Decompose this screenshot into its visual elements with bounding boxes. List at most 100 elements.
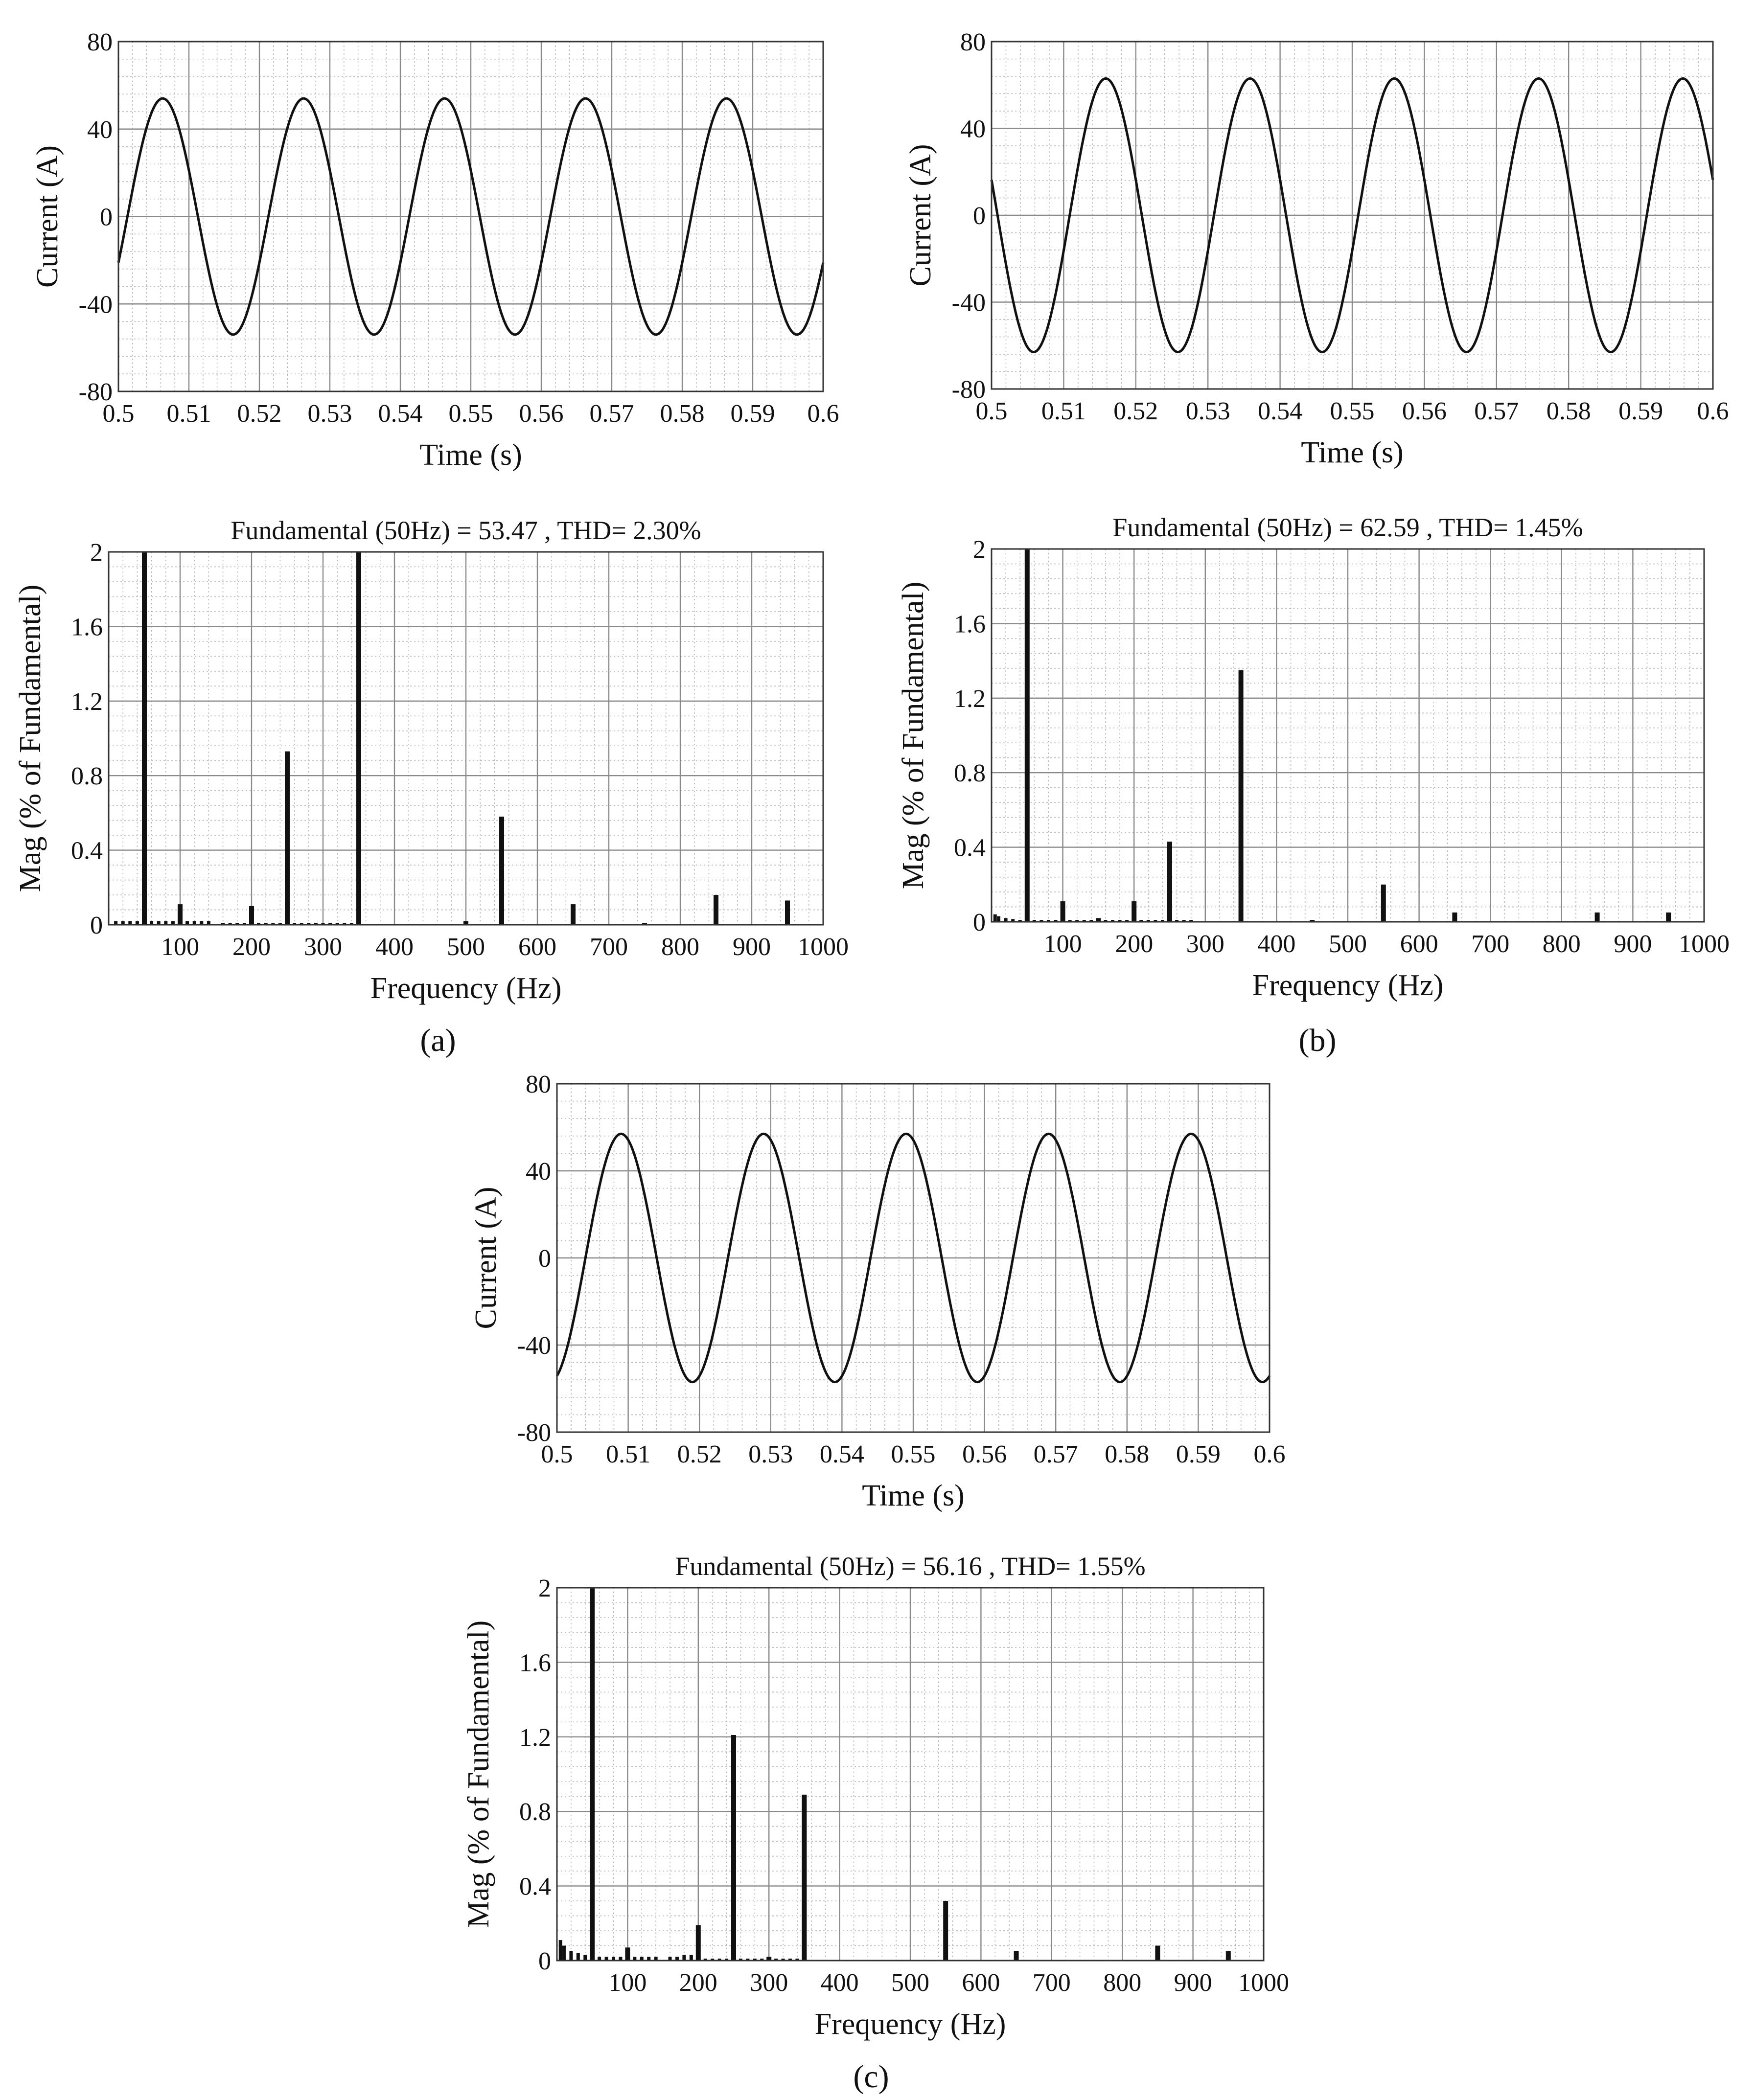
spectrum-bar [943,1901,948,1961]
spectrum-floor-bar [668,1957,672,1961]
spectrum-floor-bar [598,1957,601,1961]
y-tick-label: 80 [526,1071,551,1098]
x-tick-label: 0.54 [820,1440,864,1468]
spectrum-bar [463,921,468,925]
spectrum-floor-bar [278,923,282,925]
spectrum-bar [1666,912,1671,922]
spectrum-bar [731,1735,736,1961]
x-tick-label: 0.53 [308,400,352,428]
spectrum-floor-bar [300,923,303,925]
spectrum-floor-bar [576,1953,580,1961]
y-tick-label: 0 [538,1947,551,1975]
x-tick-label: 0.58 [1547,397,1591,425]
spectrum-floor-bar [271,923,275,925]
spectrum-bar [1452,912,1457,922]
plot-b-waveform-y-axis-title: Current (A) [904,144,937,287]
spectrum-floor-bar [725,1959,729,1961]
spectrum-bar [802,1794,807,1961]
x-tick-label: 0.57 [1474,397,1519,425]
plot-c-waveform-frame [556,1083,1270,1433]
y-tick-label: 80 [960,28,986,56]
spectrum-floor-bar [1182,920,1186,922]
x-tick-label: 0.57 [590,400,634,428]
x-tick-label: 800 [661,933,699,961]
x-tick-label: 300 [304,933,342,961]
y-tick-label: 1.6 [71,613,103,641]
y-tick-label: 0.4 [71,837,103,865]
x-tick-label: 900 [1614,930,1652,958]
spectrum-floor-bar [128,921,132,925]
spectrum-bar [249,906,254,925]
panel-label-b: (b) [1299,1023,1337,1058]
x-tick-label: 200 [679,1969,717,1997]
x-tick-label: 0.6 [1697,397,1729,425]
y-tick-label: 0 [90,912,103,939]
spectrum-floor-bar [1054,920,1058,922]
spectrum-floor-bar [760,1959,764,1961]
x-tick-label: 0.56 [1402,397,1447,425]
spectrum-floor-bar [774,1959,778,1961]
plot-b-waveform-x-axis-title: Time (s) [1301,436,1404,469]
x-tick-label: 0.59 [1618,397,1663,425]
plot-b-spectrum-title: Fundamental (50Hz) = 62.59 , THD= 1.45% [1112,513,1583,542]
x-tick-label: 0.56 [519,400,564,428]
x-tick-label: 0.53 [748,1440,793,1468]
spectrum-floor-bar [675,1957,679,1961]
x-tick-label: 0.55 [891,1440,936,1468]
plot-c-spectrum-x-axis-title: Frequency (Hz) [815,2008,1006,2041]
spectrum-floor-bar [1125,920,1129,922]
plot-b-spectrum-y-axis-title: Mag (% of Fundamental) [897,582,930,889]
plot-b-waveform-frame [991,41,1714,390]
spectrum-floor-bar [200,921,204,925]
spectrum-bar [1060,901,1065,922]
x-tick-label: 800 [1103,1969,1141,1997]
spectrum-bar [1096,918,1101,922]
y-tick-label: 80 [87,28,113,56]
x-tick-label: 0.52 [1113,397,1158,425]
spectrum-floor-bar [164,921,168,925]
spectrum-floor-bar [1046,920,1050,922]
spectrum-floor-bar [1111,920,1115,922]
spectrum-bar [356,552,361,925]
x-tick-label: 1000 [798,933,849,961]
spectrum-bar [142,552,147,925]
spectrum-bar [1381,884,1386,922]
spectrum-floor-bar [114,921,118,925]
spectrum-bar [178,904,183,925]
plot-a-waveform [117,41,825,392]
spectrum-floor-bar [321,923,325,925]
spectrum-floor-bar [746,1959,750,1961]
x-tick-label: 500 [1329,930,1367,958]
plot-a-waveform-frame [117,41,824,392]
spectrum-floor-bar [150,921,154,925]
x-tick-label: 600 [518,933,556,961]
plot-c-waveform-x-axis-title: Time (s) [862,1479,965,1512]
y-tick-label: 0 [973,202,986,230]
plot-a-spectrum [108,551,824,926]
spectrum-floor-bar [1004,918,1008,922]
y-tick-label: 40 [526,1158,551,1186]
spectrum-floor-bar [228,923,232,925]
spectrum-bar [695,1925,701,1961]
spectrum-floor-bar [314,923,318,925]
spectrum-bar [590,1588,595,1961]
x-tick-label: 200 [232,933,271,961]
plot-c-spectrum [556,1587,1265,1962]
spectrum-floor-bar [1139,920,1143,922]
y-tick-label: 0.4 [519,1873,551,1901]
y-tick-label: 2 [90,539,103,567]
plot-c-spectrum-y-axis-title: Mag (% of Fundamental) [462,1621,495,1928]
spectrum-bar [571,904,576,925]
plot-c-waveform-y-axis-title: Current (A) [469,1187,503,1329]
y-tick-label: 0.8 [954,759,986,787]
y-tick-label: -80 [517,1419,551,1447]
spectrum-floor-bar [185,921,189,925]
spectrum-floor-bar [242,923,246,925]
panel-label-a: (a) [420,1023,456,1058]
spectrum-floor-bar [633,1957,637,1961]
x-tick-label: 0.57 [1034,1440,1078,1468]
spectrum-floor-bar [753,1959,757,1961]
x-tick-label: 400 [821,1969,859,1997]
x-tick-label: 1000 [1679,930,1730,958]
spectrum-floor-bar [612,1957,616,1961]
